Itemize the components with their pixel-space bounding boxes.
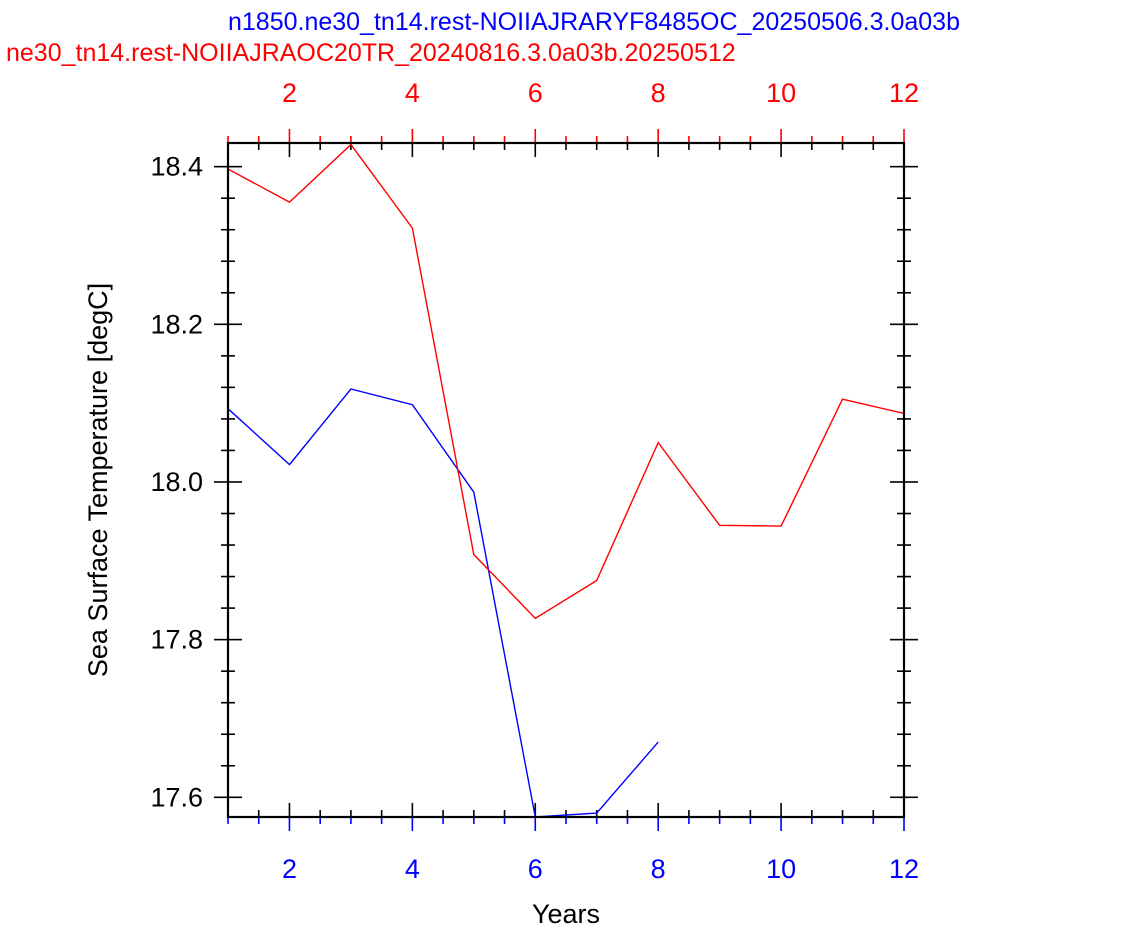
x-tick-label-bottom: 8 [651, 854, 666, 884]
x-tick-label-bottom: 2 [282, 854, 297, 884]
y-tick-label: 17.8 [150, 625, 203, 655]
x-tick-label-bottom: 6 [528, 854, 543, 884]
chart-title-red: ne30_tn14.rest-NOIIAJRAOC20TR_20240816.3… [6, 39, 736, 67]
x-tick-label-bottom: 10 [766, 854, 796, 884]
x-tick-label-bottom: 4 [405, 854, 420, 884]
axes-layer: 2 2 4 4 6 6 8 8 10 10 12 12 17.6 17.8 18.0 18.2 18.4 [150, 78, 919, 884]
y-tick-label: 17.6 [150, 782, 203, 812]
chart-title-blue: n1850.ne30_tn14.rest-NOIIAJRARYF8485OC_2… [228, 8, 960, 36]
y-tick-label: 18.0 [150, 467, 203, 497]
y-tick-label: 18.4 [150, 152, 203, 182]
x-tick-label-top: 12 [889, 78, 919, 108]
x-tick-label-top: 8 [651, 78, 666, 108]
series-layer [227, 143, 905, 818]
x-axis-label: Years [532, 899, 600, 929]
plot-frame [226, 141, 906, 819]
x-tick-label-top: 2 [282, 78, 297, 108]
x-tick-label-bottom: 12 [889, 854, 919, 884]
x-tick-label-top: 6 [528, 78, 543, 108]
x-tick-label-top: 10 [766, 78, 796, 108]
x-tick-label-top: 4 [405, 78, 420, 108]
series-line-blue [227, 388, 659, 818]
y-axis-label: Sea Surface Temperature [degC] [83, 283, 113, 677]
y-tick-label: 18.2 [150, 309, 203, 339]
series-line-red [227, 143, 905, 620]
